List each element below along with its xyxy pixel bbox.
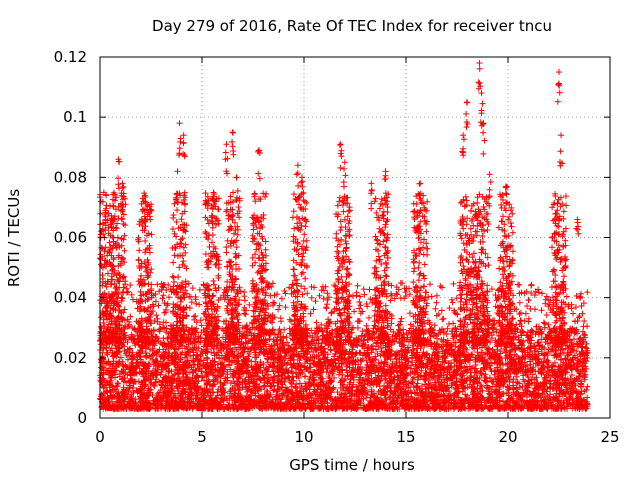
grid-lines (100, 57, 610, 418)
data-point (486, 374, 493, 381)
data-points (97, 60, 591, 412)
data-point (468, 372, 475, 379)
data-point (493, 394, 500, 401)
